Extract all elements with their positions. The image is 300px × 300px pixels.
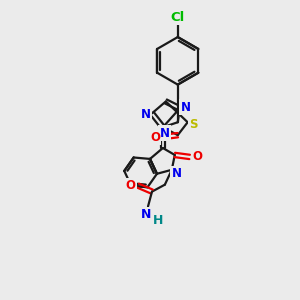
Text: Cl: Cl [171, 11, 185, 24]
Text: N: N [141, 108, 151, 121]
Text: N: N [181, 101, 191, 114]
Text: N: N [172, 167, 182, 180]
Text: O: O [193, 150, 202, 164]
Text: N: N [141, 208, 151, 221]
Text: O: O [150, 130, 160, 144]
Text: N: N [160, 127, 170, 140]
Text: O: O [125, 179, 135, 192]
Text: H: H [153, 214, 163, 227]
Text: S: S [189, 118, 198, 131]
